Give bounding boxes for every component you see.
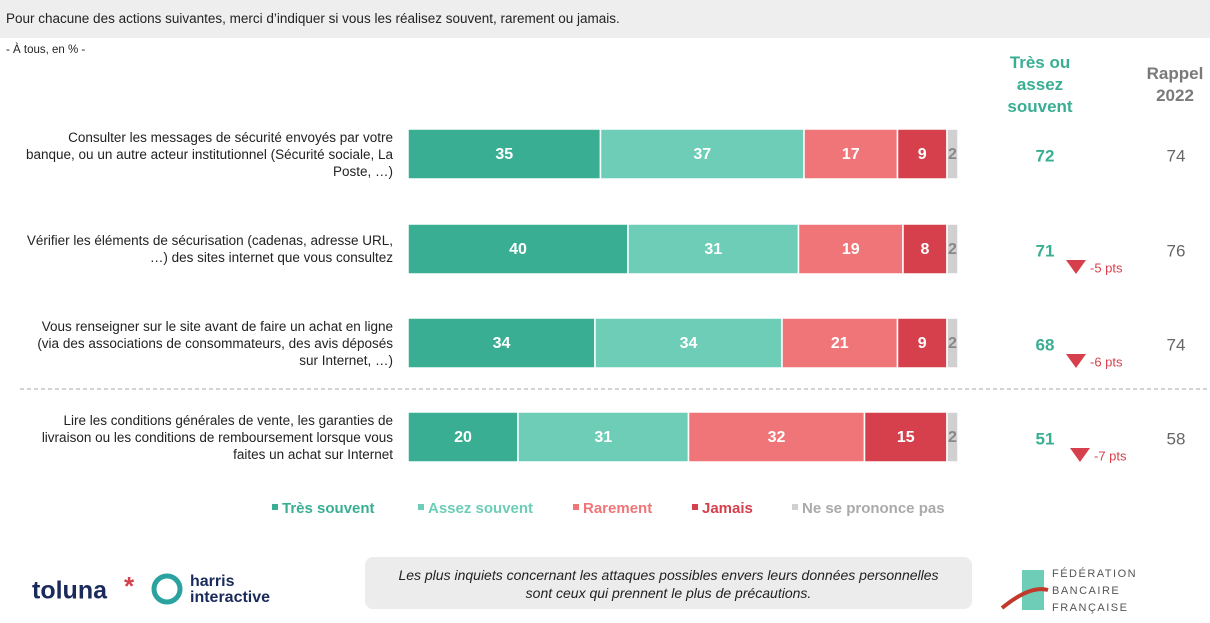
legend-swatch: [692, 504, 698, 510]
bar-value-label: 19: [842, 241, 860, 258]
bar-value-label: 31: [704, 241, 722, 258]
question-bar: [0, 0, 1210, 38]
footnote-box: [365, 557, 972, 609]
bar-segment: [803, 128, 899, 180]
bar-value-label: 35: [495, 146, 513, 163]
recall-value: 74: [1167, 146, 1186, 165]
bar-value-label: 34: [680, 335, 698, 352]
bar-value-label: 15: [897, 429, 915, 446]
bar-value-label: 34: [493, 335, 511, 352]
fbf-logo-line: FRANÇAISE: [1052, 602, 1128, 614]
bar-value-label: 32: [768, 429, 786, 446]
base-note: - À tous, en % -: [6, 44, 86, 56]
category-label: Lire les conditions générales de vente, …: [41, 412, 393, 462]
fbf-logo-line: BANCAIRE: [1052, 585, 1120, 597]
legend-swatch: [792, 504, 798, 510]
interactive-logo: interactive: [190, 589, 270, 606]
recall-value: 58: [1167, 429, 1186, 448]
bar-value-label: 2: [948, 429, 957, 446]
toluna-logo: toluna: [32, 577, 108, 605]
bar-value-label: 31: [594, 429, 612, 446]
bar-value-label: 2: [948, 335, 957, 352]
bar-segment: [896, 128, 948, 180]
total-value: 71: [1036, 241, 1055, 260]
bar-segment: [946, 223, 959, 275]
bar-segment: [627, 223, 800, 275]
bar-value-label: 8: [921, 241, 930, 258]
bar-value-label: 40: [509, 241, 527, 258]
legend-swatch: [418, 504, 424, 510]
bar-value-label: 9: [918, 335, 927, 352]
total-header: Très ou assez souvent: [1007, 53, 1073, 116]
question: Pour chacune des actions suivantes, merc…: [6, 11, 620, 26]
bar-segment: [594, 317, 783, 369]
legend-label: Jamais: [702, 500, 753, 517]
toluna-star: *: [124, 571, 135, 601]
change-label: -7 pts: [1094, 448, 1127, 463]
legend-label: Assez souvent: [428, 500, 533, 517]
legend-label: Ne se prononce pas: [802, 500, 945, 517]
bar-segment: [946, 411, 959, 463]
change-arrow: [1066, 260, 1086, 274]
bar-segment: [946, 128, 959, 180]
legend-swatch: [573, 504, 579, 510]
change-label: -5 pts: [1090, 260, 1123, 275]
recall-value: 74: [1167, 335, 1186, 354]
total-value: 72: [1036, 146, 1055, 165]
fbf-logo-line: FÉDÉRATION: [1052, 567, 1137, 580]
recall-value: 76: [1167, 241, 1186, 260]
total-value: 51: [1036, 429, 1055, 448]
change-label: -6 pts: [1090, 354, 1123, 369]
bar-segment: [896, 317, 948, 369]
harris-logo: harris: [190, 573, 235, 590]
legend-label: Rarement: [583, 500, 652, 517]
legend-swatch: [272, 504, 278, 510]
bar-segment: [599, 128, 805, 180]
category-label: Vérifier les éléments de sécurisation (c…: [26, 233, 393, 265]
harris-icon: [151, 573, 183, 605]
footnote: Les plus inquiets concernant les attaque…: [398, 567, 939, 601]
bar-value-label: 37: [693, 146, 711, 163]
recall-header: Rappel 2022: [1146, 64, 1204, 105]
legend-label: Très souvent: [282, 500, 375, 517]
bar-segment: [517, 411, 690, 463]
bar-segment: [902, 223, 948, 275]
total-value: 68: [1036, 335, 1055, 354]
bar-value-label: 20: [454, 429, 472, 446]
category-label: Vous renseigner sur le site avant de fai…: [37, 318, 393, 368]
bar-segment: [407, 223, 629, 275]
category-label: Consulter les messages de sécurité envoy…: [26, 129, 393, 179]
bar-segment: [946, 317, 959, 369]
fbf-swoosh: [1000, 587, 1049, 610]
bar-value-label: 9: [918, 146, 927, 163]
bar-value-label: 2: [948, 146, 957, 163]
bar-value-label: 21: [831, 335, 849, 352]
bar-value-label: 17: [842, 146, 860, 163]
change-arrow: [1070, 448, 1090, 462]
bar-segment: [407, 411, 519, 463]
bar-segment: [407, 317, 596, 369]
bar-segment: [797, 223, 904, 275]
bar-segment: [781, 317, 899, 369]
bar-segment: [863, 411, 948, 463]
change-arrow: [1066, 354, 1086, 368]
bar-value-label: 2: [948, 241, 957, 258]
